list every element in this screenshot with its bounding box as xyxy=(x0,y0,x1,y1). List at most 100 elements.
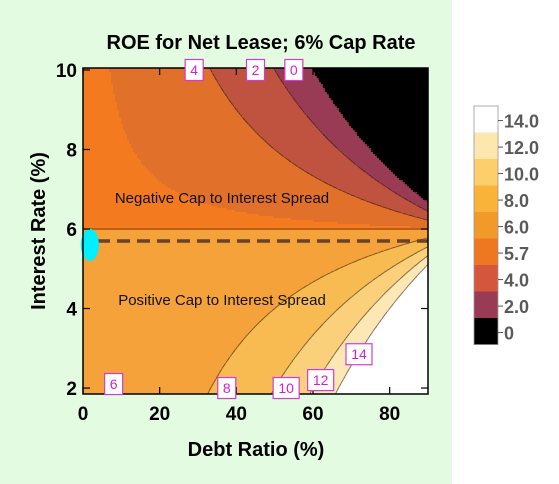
contour-cell xyxy=(91,130,94,133)
contour-cell xyxy=(99,220,102,223)
contour-cell xyxy=(83,92,86,95)
contour-cell xyxy=(113,300,116,303)
contour-cell xyxy=(103,212,106,215)
contour-cell xyxy=(89,276,92,279)
contour-cell xyxy=(89,262,92,265)
contour-cell xyxy=(95,128,98,131)
contour-cell xyxy=(109,108,112,111)
contour-cell xyxy=(105,250,108,253)
contour-cell xyxy=(105,356,108,359)
contour-cell xyxy=(113,70,116,73)
contour-cell xyxy=(111,282,114,285)
contour-cell xyxy=(103,362,106,365)
contour-cell xyxy=(93,120,96,123)
contour-cell xyxy=(99,374,102,377)
contour-cell xyxy=(91,190,94,193)
contour-cell xyxy=(99,122,102,125)
contour-cell xyxy=(93,378,96,381)
contour-cell xyxy=(101,382,104,385)
contour-cell xyxy=(89,76,92,79)
contour-cell xyxy=(109,196,112,199)
contour-cell xyxy=(93,90,96,93)
contour-cell xyxy=(97,120,100,123)
contour-cell xyxy=(101,186,104,189)
contour-cell xyxy=(85,350,88,353)
contour-cell xyxy=(85,82,88,85)
contour-cell xyxy=(105,260,108,263)
contour-cell xyxy=(85,208,88,211)
contour-cell xyxy=(111,306,114,309)
contour-cell xyxy=(101,116,104,119)
contour-cell xyxy=(99,124,102,127)
contour-cell xyxy=(85,212,88,215)
contour-cell xyxy=(103,170,106,173)
contour-cell xyxy=(103,122,106,125)
contour-cell xyxy=(89,350,92,353)
contour-cell xyxy=(103,350,106,353)
contour-cell xyxy=(93,302,96,305)
contour-cell xyxy=(89,146,92,149)
contour-cell xyxy=(109,368,112,371)
contour-cell xyxy=(103,246,106,249)
contour-cell xyxy=(113,348,116,351)
contour-cell xyxy=(101,142,104,145)
contour-cell xyxy=(95,316,98,319)
contour-cell xyxy=(113,240,116,243)
contour-cell xyxy=(111,174,114,177)
contour-cell xyxy=(113,274,116,277)
contour-cell xyxy=(93,258,96,261)
contour-cell xyxy=(83,322,86,325)
contour-cell xyxy=(89,340,92,343)
contour-cell xyxy=(111,230,114,233)
contour-cell xyxy=(89,270,92,273)
contour-cell xyxy=(87,372,90,375)
contour-cell xyxy=(99,310,102,313)
contour-cell xyxy=(85,378,88,381)
contour-cell xyxy=(103,190,106,193)
contour-cell xyxy=(95,290,98,293)
contour-cell xyxy=(105,152,108,155)
contour-cell xyxy=(105,364,108,367)
contour-cell xyxy=(105,142,108,145)
contour-cell xyxy=(105,298,108,301)
contour-cell xyxy=(99,314,102,317)
contour-cell xyxy=(99,392,102,394)
contour-cell xyxy=(85,344,88,347)
contour-cell xyxy=(101,104,104,107)
contour-cell xyxy=(95,274,98,277)
contour-cell xyxy=(113,278,116,281)
contour-cell xyxy=(107,352,110,355)
contour-cell xyxy=(113,102,116,105)
contour-cell xyxy=(111,134,114,137)
contour-cell xyxy=(95,374,98,377)
contour-cell xyxy=(113,258,116,261)
contour-cell xyxy=(89,86,92,89)
contour-cell xyxy=(113,246,116,249)
contour-cell xyxy=(93,330,96,333)
contour-cell xyxy=(95,156,98,159)
contour-cell xyxy=(103,218,106,221)
contour-cell xyxy=(107,90,110,93)
contour-cell xyxy=(101,72,104,75)
contour-cell xyxy=(113,202,116,205)
contour-cell xyxy=(91,284,94,287)
contour-cell xyxy=(99,288,102,291)
contour-cell xyxy=(105,216,108,219)
contour-cell xyxy=(101,200,104,203)
contour-cell xyxy=(111,302,114,305)
contour-cell xyxy=(97,390,100,393)
contour-cell xyxy=(93,158,96,161)
contour-cell xyxy=(87,112,90,115)
contour-cell xyxy=(89,220,92,223)
contour-cell xyxy=(111,298,114,301)
contour-cell xyxy=(107,298,110,301)
contour-cell xyxy=(91,358,94,361)
contour-cell xyxy=(89,198,92,201)
contour-cell xyxy=(99,312,102,315)
contour-cell xyxy=(109,356,112,359)
contour-cell xyxy=(103,274,106,277)
contour-cell xyxy=(105,282,108,285)
contour-cell xyxy=(95,336,98,339)
contour-cell xyxy=(109,142,112,145)
contour-cell xyxy=(105,188,108,191)
